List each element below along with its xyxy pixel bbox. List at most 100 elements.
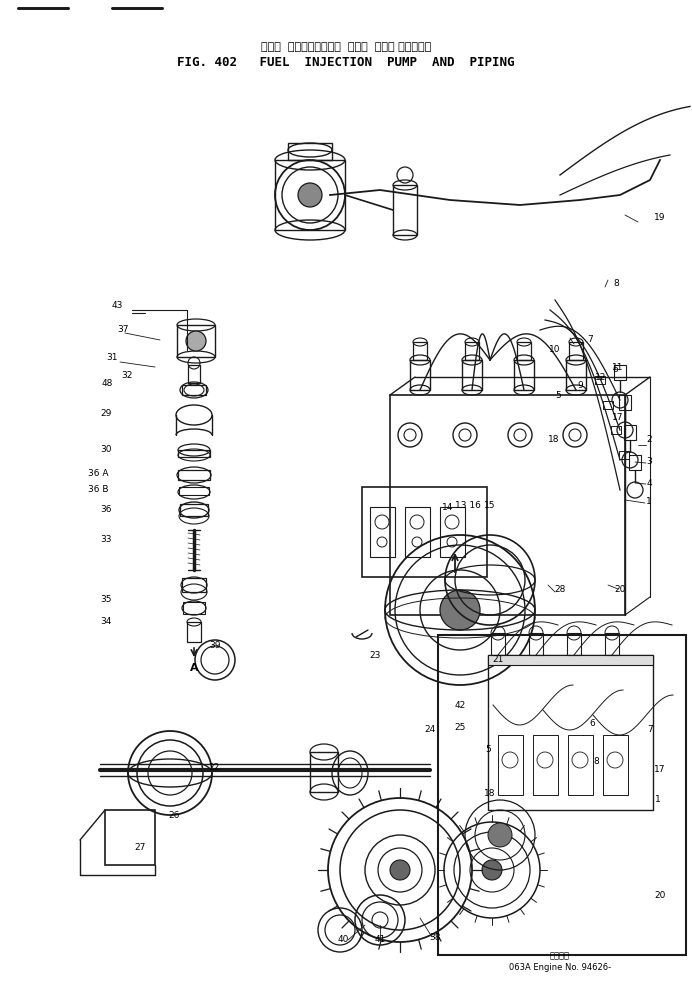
Text: 4: 4 xyxy=(646,479,652,488)
Circle shape xyxy=(488,823,512,847)
Text: 26: 26 xyxy=(168,810,180,819)
Text: 27: 27 xyxy=(134,843,146,852)
Bar xyxy=(362,487,487,577)
Bar xyxy=(179,487,209,495)
Bar xyxy=(440,507,465,557)
Bar xyxy=(629,455,641,470)
Text: 適用番号: 適用番号 xyxy=(550,951,570,960)
Bar xyxy=(410,360,430,390)
Bar xyxy=(614,365,626,380)
Text: 33: 33 xyxy=(100,535,111,544)
Text: 29: 29 xyxy=(100,409,111,418)
Bar xyxy=(569,342,583,360)
Bar xyxy=(183,602,205,614)
Text: 36 B: 36 B xyxy=(88,486,108,495)
Text: 39: 39 xyxy=(209,640,221,649)
Text: 37: 37 xyxy=(117,326,129,335)
Bar xyxy=(603,735,628,795)
Bar xyxy=(310,752,338,792)
Bar xyxy=(498,735,523,795)
Bar xyxy=(566,360,586,390)
Text: 5: 5 xyxy=(485,745,491,754)
Bar xyxy=(188,365,200,383)
Bar xyxy=(180,504,208,516)
Circle shape xyxy=(390,860,410,880)
Bar xyxy=(105,810,155,865)
Text: 8: 8 xyxy=(613,280,619,289)
Text: 13 16: 13 16 xyxy=(455,500,481,509)
Bar xyxy=(567,633,581,655)
Circle shape xyxy=(186,331,206,351)
Bar xyxy=(178,450,210,457)
Bar xyxy=(178,470,210,480)
Text: 5: 5 xyxy=(555,391,561,400)
Text: 17: 17 xyxy=(654,765,666,774)
Bar xyxy=(624,425,636,440)
Text: 6: 6 xyxy=(612,366,618,375)
Bar xyxy=(529,633,543,655)
Text: 1: 1 xyxy=(655,795,661,804)
Text: 30: 30 xyxy=(100,445,111,454)
Text: 41: 41 xyxy=(374,935,385,944)
Text: 23: 23 xyxy=(370,650,381,659)
Bar xyxy=(488,655,653,810)
Bar xyxy=(517,342,531,360)
Bar xyxy=(619,395,631,410)
Text: 17: 17 xyxy=(612,414,623,423)
Text: 9: 9 xyxy=(577,381,583,390)
Text: 34: 34 xyxy=(100,617,111,626)
Text: 38: 38 xyxy=(429,932,441,941)
Text: 22: 22 xyxy=(208,762,219,771)
Text: 48: 48 xyxy=(101,379,113,388)
Bar xyxy=(413,342,427,360)
Bar xyxy=(462,360,482,390)
Text: 1: 1 xyxy=(646,498,652,506)
Text: 7: 7 xyxy=(647,725,653,734)
Text: 43: 43 xyxy=(111,301,122,310)
Text: 36: 36 xyxy=(100,505,111,514)
Text: 28: 28 xyxy=(554,585,565,594)
Bar xyxy=(491,633,505,655)
Text: 42: 42 xyxy=(455,700,466,709)
Bar xyxy=(390,395,625,615)
Text: 19: 19 xyxy=(654,214,666,223)
Bar xyxy=(177,325,215,357)
Bar xyxy=(182,578,206,592)
Circle shape xyxy=(298,183,322,207)
Bar xyxy=(393,185,417,235)
Bar xyxy=(619,451,629,459)
Bar xyxy=(603,401,613,409)
Text: 2: 2 xyxy=(646,436,652,445)
Text: 8: 8 xyxy=(593,757,599,766)
Text: 12: 12 xyxy=(595,374,607,383)
Bar xyxy=(533,735,558,795)
Text: 20: 20 xyxy=(655,890,666,899)
Text: 36 A: 36 A xyxy=(88,469,108,478)
Text: 32: 32 xyxy=(121,371,133,380)
Text: 6: 6 xyxy=(589,719,595,728)
Text: FIG. 402   FUEL  INJECTION  PUMP  AND  PIPING: FIG. 402 FUEL INJECTION PUMP AND PIPING xyxy=(177,57,515,70)
Text: 35: 35 xyxy=(100,595,111,604)
Text: フェル  インジェクション  ポンプ  および パイピング: フェル インジェクション ポンプ および パイピング xyxy=(261,42,431,52)
Bar xyxy=(595,376,605,384)
Text: 24: 24 xyxy=(424,725,436,734)
Text: 10: 10 xyxy=(549,346,561,355)
Text: 31: 31 xyxy=(107,354,118,363)
Text: 15: 15 xyxy=(484,500,495,509)
Bar xyxy=(370,507,395,557)
Bar xyxy=(438,635,686,955)
Circle shape xyxy=(440,590,480,630)
Circle shape xyxy=(482,860,502,880)
Bar xyxy=(288,143,332,160)
Bar xyxy=(514,360,534,390)
Bar xyxy=(611,426,621,434)
Text: 25: 25 xyxy=(455,723,466,732)
Bar xyxy=(187,622,201,642)
Text: 40: 40 xyxy=(337,935,349,944)
Text: 3: 3 xyxy=(646,458,652,467)
Text: 063A Engine No. 94626-: 063A Engine No. 94626- xyxy=(509,963,611,972)
Bar xyxy=(488,655,653,665)
Text: 21: 21 xyxy=(492,655,504,664)
Bar xyxy=(605,633,619,655)
Bar xyxy=(405,507,430,557)
